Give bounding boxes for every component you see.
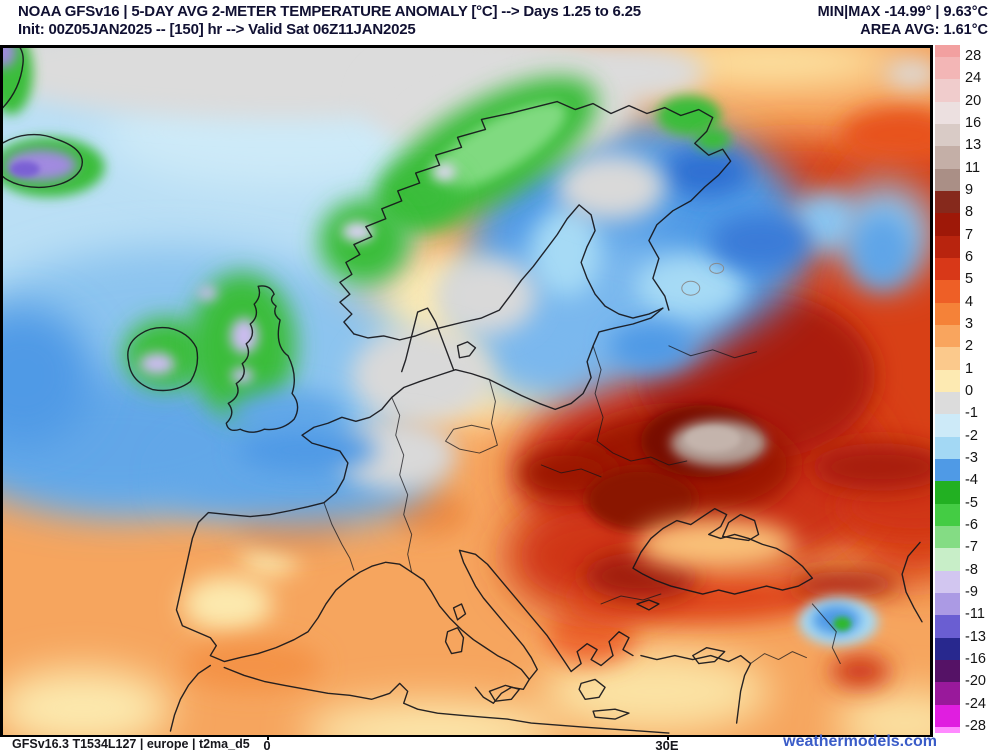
x-axis-tick xyxy=(667,735,669,740)
colorbar-segment xyxy=(935,257,960,281)
anomaly-field-svg xyxy=(3,48,930,735)
colorbar-tick-label: -6 xyxy=(965,516,978,533)
colorbar-tick-label: -2 xyxy=(965,427,978,444)
colorbar-tick-label: -8 xyxy=(965,561,978,578)
colorbar-segment xyxy=(935,570,960,593)
colorbar-tick-label: -24 xyxy=(965,695,986,712)
colorbar-segment xyxy=(935,659,960,683)
colorbar-tick-label: 24 xyxy=(965,70,982,87)
colorbar-segment xyxy=(935,436,960,459)
colorbar-tick-label: 20 xyxy=(965,92,982,109)
colorbar-segment xyxy=(935,682,960,705)
coastlines-layer xyxy=(3,48,923,734)
colorbar-segment xyxy=(935,391,960,415)
colorbar-segment xyxy=(935,324,960,348)
colorbar-segment xyxy=(935,45,960,57)
footer-bar xyxy=(0,737,995,750)
colorbar-tick-label: -20 xyxy=(965,673,986,690)
colorbar-tick-label: -28 xyxy=(965,717,986,734)
area-avg-stat: AREA AVG: 1.61°C xyxy=(860,22,988,38)
colorbar-segment xyxy=(935,101,960,124)
watermark: weathermodels.com xyxy=(783,733,937,750)
colorbar-tick-label: -1 xyxy=(965,405,978,422)
colorbar-tick-label: -5 xyxy=(965,494,978,511)
colorbar-tick-label: 7 xyxy=(965,226,974,243)
title-bar: NOAA GFSv16 | 5-DAY AVG 2-METER TEMPERAT… xyxy=(0,0,995,45)
colorbar-segment xyxy=(935,503,960,526)
map-init-line: Init: 00Z05JAN2025 -- [150] hr --> Valid… xyxy=(18,21,416,38)
colorbar-segment xyxy=(935,123,960,147)
colorbar-segment xyxy=(935,458,960,482)
colorbar xyxy=(935,45,960,733)
colorbar-tick-label: 5 xyxy=(965,271,974,288)
colorbar-tick-label: 0 xyxy=(965,382,974,399)
colorbar-segment xyxy=(935,637,960,660)
colorbar-tick-label: 1 xyxy=(965,360,974,377)
colorbar-tick-label: 13 xyxy=(965,137,982,154)
colorbar-segment xyxy=(935,235,960,258)
colorbar-tick-label: -16 xyxy=(965,650,986,667)
x-axis-label: 30E xyxy=(655,738,679,750)
model-info: GFSv16.3 T1534L127 | europe | t2ma_d5 xyxy=(12,737,250,750)
colorbar-tick-label: -7 xyxy=(965,539,978,556)
colorbar-segment xyxy=(935,302,960,325)
colorbar-segment xyxy=(935,481,960,504)
colorbar-segment xyxy=(935,369,960,392)
colorbar-segment xyxy=(935,615,960,638)
colorbar-segment xyxy=(935,525,960,549)
colorbar-segment xyxy=(935,347,960,370)
minmax-stat: MIN|MAX -14.99° | 9.63°C xyxy=(817,4,988,20)
colorbar-tick-label: 2 xyxy=(965,338,974,355)
colorbar-segment xyxy=(935,414,960,437)
colorbar-tick-label: -11 xyxy=(965,606,985,623)
map-title: NOAA GFSv16 | 5-DAY AVG 2-METER TEMPERAT… xyxy=(18,3,641,20)
colorbar-tick-label: 11 xyxy=(965,159,981,176)
colorbar-segment xyxy=(935,190,960,214)
colorbar-tick-label: 16 xyxy=(965,114,982,131)
colorbar-tick-label: -4 xyxy=(965,472,978,489)
anomaly-field-layer xyxy=(3,48,930,735)
colorbar-segment xyxy=(935,168,960,191)
x-axis-tick xyxy=(267,735,269,740)
colorbar-segment xyxy=(935,146,960,169)
colorbar-tick-label: -3 xyxy=(965,449,978,466)
colorbar-segment xyxy=(935,726,960,733)
colorbar-segment xyxy=(935,592,960,616)
colorbar-tick-label: 8 xyxy=(965,204,974,221)
colorbar-segment xyxy=(935,213,960,236)
colorbar-segment xyxy=(935,79,960,102)
europe-anomaly-map xyxy=(0,45,933,738)
colorbar-tick-label: -13 xyxy=(965,628,986,645)
colorbar-tick-label: 28 xyxy=(965,48,982,64)
x-axis-label: 0 xyxy=(263,738,271,750)
colorbar-tick-label: -9 xyxy=(965,583,978,600)
colorbar-tick-label: 9 xyxy=(965,181,974,198)
colorbar-segment xyxy=(935,280,960,303)
colorbar-tick-label: 6 xyxy=(965,248,974,265)
colorbar-segment xyxy=(935,548,960,571)
colorbar-tick-label: 4 xyxy=(965,293,974,310)
colorbar-tick-label: 3 xyxy=(965,315,974,332)
colorbar-segment xyxy=(935,704,960,727)
colorbar-segment xyxy=(935,57,960,80)
